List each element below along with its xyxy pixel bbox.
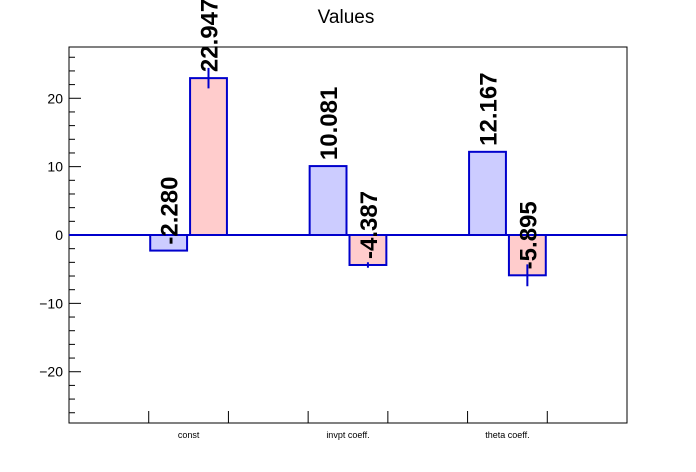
x-category-label: invpt coeff.: [326, 430, 369, 440]
y-tick-label: 0: [55, 227, 63, 243]
data-label: -5.895: [515, 201, 542, 269]
bar: [348, 234, 388, 266]
bars: [149, 67, 547, 287]
y-tick-label: −20: [39, 364, 63, 380]
data-label: 22.947: [197, 0, 224, 72]
y-tick-label: 10: [47, 159, 63, 175]
data-label: -4.387: [356, 191, 383, 259]
bar: [468, 150, 507, 236]
y-tick-label: 20: [47, 90, 63, 106]
bar: [308, 165, 348, 236]
x-category-label: theta coeff.: [485, 430, 529, 440]
data-label: 12.167: [476, 72, 503, 145]
bar: [189, 77, 228, 236]
chart-title: Values: [318, 7, 375, 28]
y-tick-label: −10: [39, 295, 63, 311]
data-labels: -2.280 10.081 12.167 22.947 -4.387 -5.895: [157, 0, 543, 269]
data-label: -2.280: [157, 177, 184, 245]
x-axis: const invpt coeff. theta coeff.: [148, 411, 548, 440]
y-axis: −20 −10 0 10 20: [39, 56, 81, 414]
data-label: 10.081: [316, 87, 343, 160]
x-category-label: const: [178, 430, 200, 440]
